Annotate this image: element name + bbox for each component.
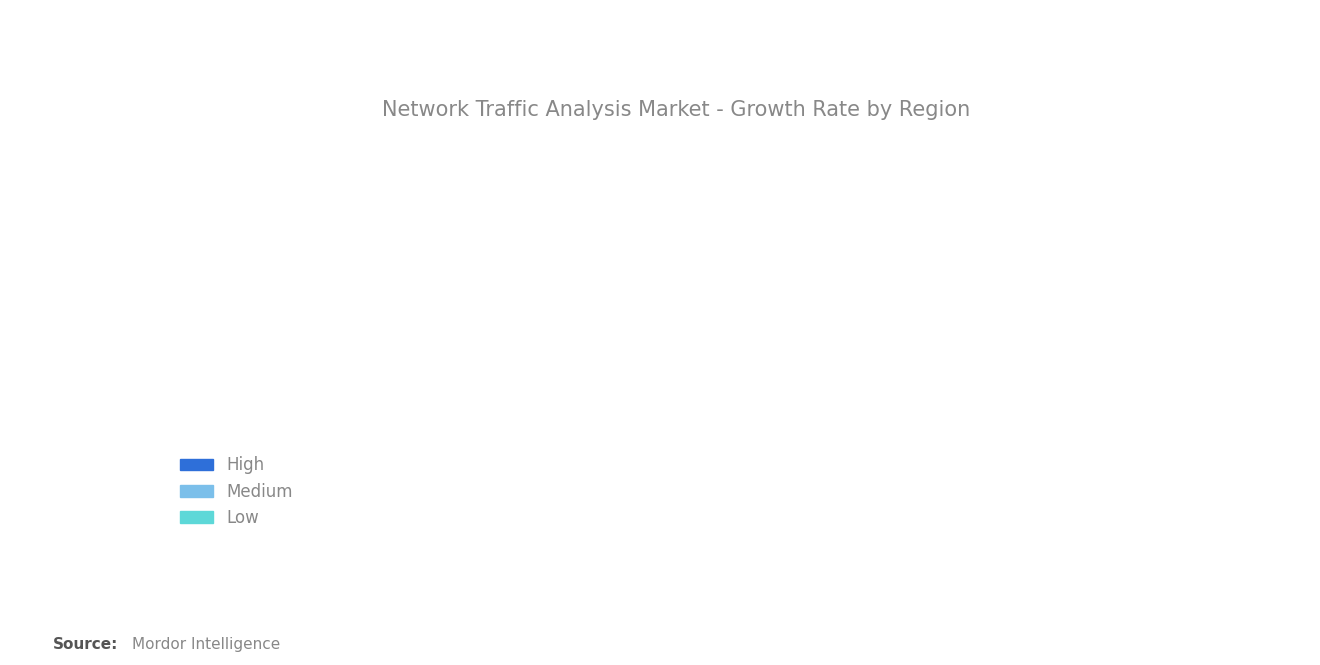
Title: Network Traffic Analysis Market - Growth Rate by Region: Network Traffic Analysis Market - Growth…	[383, 100, 970, 120]
Text: Source:: Source:	[53, 636, 119, 652]
Legend: High, Medium, Low: High, Medium, Low	[173, 450, 300, 533]
Text: Mordor Intelligence: Mordor Intelligence	[132, 636, 280, 652]
